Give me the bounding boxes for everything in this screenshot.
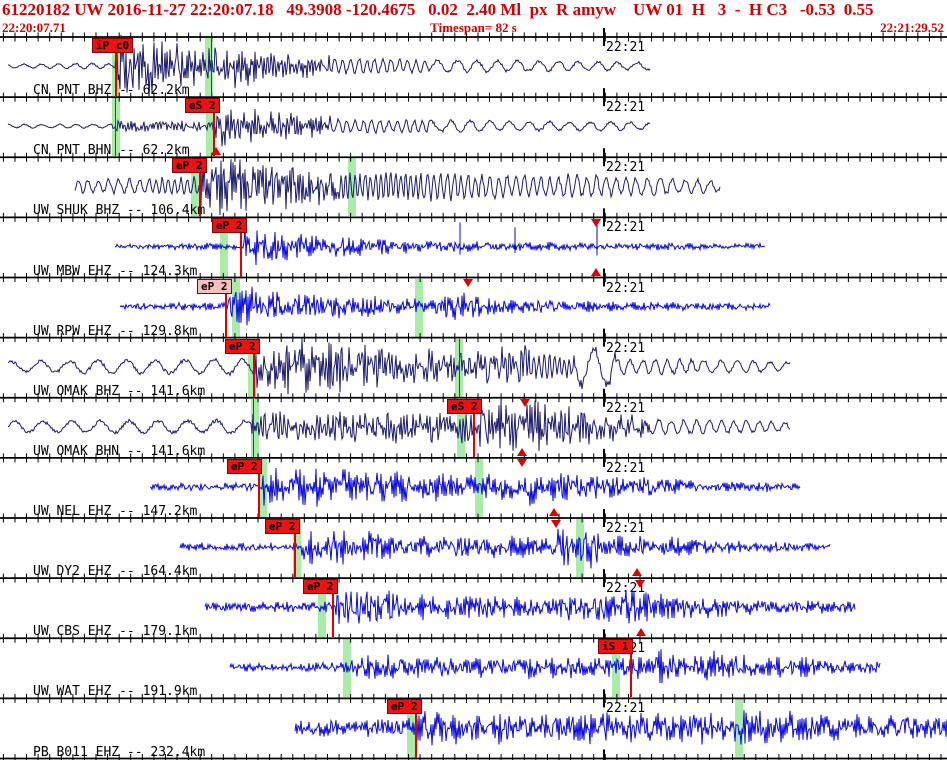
pick-time-line	[415, 712, 417, 758]
pick-flag[interactable]: eP 2	[303, 579, 338, 595]
trace-waveform[interactable]	[114, 226, 766, 266]
window-end-time: 22:21:29.52	[880, 20, 944, 35]
trace-waveform[interactable]	[74, 159, 721, 216]
axis-lines	[0, 36, 947, 760]
associated-pick-line	[211, 38, 212, 97]
pick-flag[interactable]: eP 2	[225, 338, 260, 354]
station-channel-label: UW NEL EHZ -- 147.2km	[33, 504, 198, 519]
station-channel-label: UW SHUK BHZ -- 106.4km	[33, 203, 206, 219]
station-channel-label: UW DY2 EHZ -- 164.4km	[33, 564, 198, 580]
associated-pick-line	[253, 398, 254, 457]
minute-time-label: 22:21	[606, 100, 646, 116]
station-channel-label: CN PNT BHZ -- 62.2km	[33, 83, 190, 99]
predicted-arrival-triangle-down	[551, 519, 561, 528]
pick-time-line	[225, 291, 227, 337]
minute-time-label: 22:21	[606, 160, 646, 176]
window-start-time: 22:20:07.71	[2, 20, 66, 35]
pick-time-line	[199, 171, 201, 217]
trace-waveform[interactable]	[179, 528, 831, 569]
pick-time-line	[332, 592, 334, 638]
pick-time-line	[253, 351, 255, 397]
pick-window-marker	[205, 38, 213, 97]
pick-time-line	[473, 411, 475, 457]
minute-time-label: 22:21	[606, 280, 646, 296]
predicted-arrival-triangle-down	[520, 399, 530, 408]
event-header-line: 61220182 UW 2016-11-27 22:20:07.18 49.39…	[2, 0, 874, 19]
pick-time-line	[115, 51, 117, 97]
predicted-arrival-triangle-down	[591, 218, 601, 227]
pick-time-line	[294, 532, 296, 578]
predicted-arrival-triangle-up	[211, 147, 221, 156]
minute-time-label: 22:21	[606, 220, 646, 236]
station-channel-label: UW WAT EHZ -- 191.9km	[33, 684, 198, 700]
predicted-arrival-triangle-down	[635, 579, 645, 588]
pick-flag[interactable]: eP 2	[227, 458, 262, 474]
associated-pick-line	[115, 98, 116, 157]
predicted-arrival-triangle-up	[636, 628, 646, 637]
station-channel-label: UW OMAK BHN -- 141.6km	[33, 443, 206, 459]
predicted-arrival-triangle-down	[517, 459, 527, 468]
minute-time-label: 22:21	[606, 340, 646, 356]
pick-flag[interactable]: eS 2	[447, 398, 482, 414]
trace-waveform[interactable]	[7, 400, 791, 452]
pick-flag[interactable]: iP c0	[92, 38, 134, 53]
pick-flag[interactable]: eP 2	[212, 218, 247, 234]
minute-time-label: 22:21	[606, 521, 646, 536]
minute-time-label: 22:21	[606, 701, 646, 717]
pick-time-line	[240, 231, 242, 277]
predicted-arrival-triangle-up	[591, 267, 601, 276]
pick-window-marker	[735, 699, 743, 758]
minute-time-label: 22:21	[606, 40, 646, 55]
minute-time-label: 22:21	[606, 400, 646, 416]
pick-window-marker	[293, 519, 301, 578]
pick-flag[interactable]: eP 2	[172, 158, 207, 174]
pick-flag[interactable]: iS 1	[598, 639, 633, 655]
trace-waveform[interactable]	[229, 649, 881, 684]
predicted-arrival-triangle-down	[463, 279, 473, 287]
trace-waveform[interactable]	[7, 338, 791, 395]
station-channel-label: UW CBS EHZ -- 179.1km	[33, 624, 198, 640]
pick-time-line	[258, 471, 260, 517]
station-channel-label: CN PNT BHN -- 62.2km	[33, 143, 190, 159]
pick-window-marker	[191, 158, 199, 217]
trace-waveform[interactable]	[294, 710, 947, 746]
pick-flag[interactable]: eP 2	[265, 519, 300, 534]
pick-window-marker	[348, 158, 356, 217]
pick-window-marker	[112, 98, 120, 157]
pick-flag[interactable]: eP 2	[197, 278, 232, 294]
trace-waveform[interactable]	[119, 286, 771, 326]
trace-waveform[interactable]	[204, 589, 856, 624]
trace-waveform[interactable]	[7, 108, 651, 147]
pick-flag[interactable]: eP 2	[387, 699, 422, 715]
predicted-arrival-triangle-up	[517, 447, 527, 456]
minute-time-label: 22:21	[606, 460, 646, 476]
timespan-label: Timespan= 82 s	[430, 20, 517, 35]
pick-window-marker	[232, 278, 240, 337]
station-channel-label: UW OMAK BHZ -- 141.6km	[33, 383, 206, 399]
station-channel-label: UW MBW EHZ -- 124.3km	[33, 263, 198, 279]
predicted-arrival-triangle-up	[549, 508, 559, 516]
station-channel-label: PB B011 EHZ -- 232.4km	[33, 744, 206, 760]
pick-time-line	[630, 652, 632, 698]
predicted-arrival-triangle-up	[632, 568, 642, 577]
pick-window-marker	[248, 338, 256, 397]
pick-flag[interactable]: eS 2	[185, 98, 220, 114]
pick-window-marker	[415, 278, 423, 337]
associated-pick-line	[459, 338, 460, 397]
station-channel-label: UW RPW EHZ -- 129.8km	[33, 323, 198, 339]
pick-time-line	[213, 111, 215, 157]
axis-second-ticks	[2, 32, 942, 760]
